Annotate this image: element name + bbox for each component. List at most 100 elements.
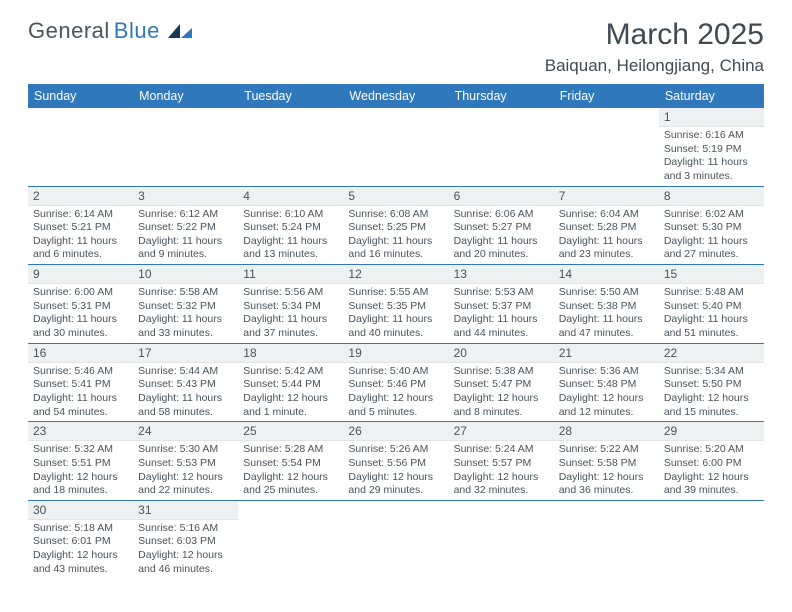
day-number: 12: [343, 265, 448, 284]
calendar-cell: [449, 108, 554, 186]
calendar-cell: 6Sunrise: 6:06 AMSunset: 5:27 PMDaylight…: [449, 186, 554, 265]
calendar-cell: [28, 108, 133, 186]
brand-sail-icon: [166, 22, 194, 40]
calendar-cell: 8Sunrise: 6:02 AMSunset: 5:30 PMDaylight…: [659, 186, 764, 265]
day-number: 30: [28, 501, 133, 520]
day-details: Sunrise: 6:14 AMSunset: 5:21 PMDaylight:…: [28, 206, 133, 265]
calendar-week-row: 9Sunrise: 6:00 AMSunset: 5:31 PMDaylight…: [28, 265, 764, 344]
calendar-cell: 16Sunrise: 5:46 AMSunset: 5:41 PMDayligh…: [28, 343, 133, 422]
calendar-week-row: 30Sunrise: 5:18 AMSunset: 6:01 PMDayligh…: [28, 500, 764, 578]
day-number: 27: [449, 422, 554, 441]
calendar-cell: 13Sunrise: 5:53 AMSunset: 5:37 PMDayligh…: [449, 265, 554, 344]
day-details: Sunrise: 5:58 AMSunset: 5:32 PMDaylight:…: [133, 284, 238, 343]
calendar-cell: 18Sunrise: 5:42 AMSunset: 5:44 PMDayligh…: [238, 343, 343, 422]
calendar-cell: 11Sunrise: 5:56 AMSunset: 5:34 PMDayligh…: [238, 265, 343, 344]
calendar-cell: [449, 500, 554, 578]
day-details: Sunrise: 5:20 AMSunset: 6:00 PMDaylight:…: [659, 441, 764, 500]
calendar-cell: [343, 108, 448, 186]
calendar-cell: 3Sunrise: 6:12 AMSunset: 5:22 PMDaylight…: [133, 186, 238, 265]
calendar-cell: 1Sunrise: 6:16 AMSunset: 5:19 PMDaylight…: [659, 108, 764, 186]
location-label: Baiquan, Heilongjiang, China: [545, 56, 764, 76]
day-details: Sunrise: 5:16 AMSunset: 6:03 PMDaylight:…: [133, 520, 238, 579]
weekday-header: Saturday: [659, 84, 764, 108]
calendar-cell: 14Sunrise: 5:50 AMSunset: 5:38 PMDayligh…: [554, 265, 659, 344]
calendar-cell: 23Sunrise: 5:32 AMSunset: 5:51 PMDayligh…: [28, 422, 133, 501]
calendar-cell: 21Sunrise: 5:36 AMSunset: 5:48 PMDayligh…: [554, 343, 659, 422]
weekday-header-row: Sunday Monday Tuesday Wednesday Thursday…: [28, 84, 764, 108]
day-number: 14: [554, 265, 659, 284]
day-number: 26: [343, 422, 448, 441]
day-details: Sunrise: 6:04 AMSunset: 5:28 PMDaylight:…: [554, 206, 659, 265]
calendar-cell: 24Sunrise: 5:30 AMSunset: 5:53 PMDayligh…: [133, 422, 238, 501]
day-details: Sunrise: 5:44 AMSunset: 5:43 PMDaylight:…: [133, 363, 238, 422]
calendar-cell: 29Sunrise: 5:20 AMSunset: 6:00 PMDayligh…: [659, 422, 764, 501]
day-number: 16: [28, 344, 133, 363]
calendar-cell: [554, 500, 659, 578]
day-number: 22: [659, 344, 764, 363]
day-details: Sunrise: 5:34 AMSunset: 5:50 PMDaylight:…: [659, 363, 764, 422]
calendar-cell: 19Sunrise: 5:40 AMSunset: 5:46 PMDayligh…: [343, 343, 448, 422]
day-number: 28: [554, 422, 659, 441]
header: GeneralBlue March 2025 Baiquan, Heilongj…: [28, 18, 764, 76]
day-details: Sunrise: 6:06 AMSunset: 5:27 PMDaylight:…: [449, 206, 554, 265]
day-details: Sunrise: 5:32 AMSunset: 5:51 PMDaylight:…: [28, 441, 133, 500]
calendar-week-row: 16Sunrise: 5:46 AMSunset: 5:41 PMDayligh…: [28, 343, 764, 422]
day-number: 15: [659, 265, 764, 284]
calendar-cell: [659, 500, 764, 578]
calendar-cell: 12Sunrise: 5:55 AMSunset: 5:35 PMDayligh…: [343, 265, 448, 344]
calendar-cell: 20Sunrise: 5:38 AMSunset: 5:47 PMDayligh…: [449, 343, 554, 422]
weekday-header: Friday: [554, 84, 659, 108]
day-number: 9: [28, 265, 133, 284]
day-details: Sunrise: 5:40 AMSunset: 5:46 PMDaylight:…: [343, 363, 448, 422]
day-details: Sunrise: 6:02 AMSunset: 5:30 PMDaylight:…: [659, 206, 764, 265]
day-details: Sunrise: 5:50 AMSunset: 5:38 PMDaylight:…: [554, 284, 659, 343]
day-details: Sunrise: 5:22 AMSunset: 5:58 PMDaylight:…: [554, 441, 659, 500]
day-number: 6: [449, 187, 554, 206]
calendar-cell: [133, 108, 238, 186]
calendar-cell: 26Sunrise: 5:26 AMSunset: 5:56 PMDayligh…: [343, 422, 448, 501]
day-number: 3: [133, 187, 238, 206]
day-details: Sunrise: 5:36 AMSunset: 5:48 PMDaylight:…: [554, 363, 659, 422]
weekday-header: Thursday: [449, 84, 554, 108]
weekday-header: Monday: [133, 84, 238, 108]
day-details: Sunrise: 5:53 AMSunset: 5:37 PMDaylight:…: [449, 284, 554, 343]
month-title: March 2025: [545, 18, 764, 52]
day-number: 18: [238, 344, 343, 363]
day-number: 7: [554, 187, 659, 206]
day-number: 1: [659, 108, 764, 127]
day-number: 21: [554, 344, 659, 363]
calendar-cell: 4Sunrise: 6:10 AMSunset: 5:24 PMDaylight…: [238, 186, 343, 265]
day-number: 10: [133, 265, 238, 284]
calendar-cell: [238, 108, 343, 186]
day-number: 25: [238, 422, 343, 441]
day-number: 31: [133, 501, 238, 520]
day-details: Sunrise: 5:55 AMSunset: 5:35 PMDaylight:…: [343, 284, 448, 343]
day-details: Sunrise: 5:38 AMSunset: 5:47 PMDaylight:…: [449, 363, 554, 422]
day-number: 23: [28, 422, 133, 441]
brand-logo: GeneralBlue: [28, 18, 194, 44]
calendar-cell: 17Sunrise: 5:44 AMSunset: 5:43 PMDayligh…: [133, 343, 238, 422]
day-details: Sunrise: 6:16 AMSunset: 5:19 PMDaylight:…: [659, 127, 764, 186]
day-details: Sunrise: 5:18 AMSunset: 6:01 PMDaylight:…: [28, 520, 133, 579]
day-number: 5: [343, 187, 448, 206]
day-details: Sunrise: 6:12 AMSunset: 5:22 PMDaylight:…: [133, 206, 238, 265]
day-number: 11: [238, 265, 343, 284]
day-number: 2: [28, 187, 133, 206]
weekday-header: Sunday: [28, 84, 133, 108]
day-details: Sunrise: 6:08 AMSunset: 5:25 PMDaylight:…: [343, 206, 448, 265]
day-details: Sunrise: 5:56 AMSunset: 5:34 PMDaylight:…: [238, 284, 343, 343]
calendar-cell: 9Sunrise: 6:00 AMSunset: 5:31 PMDaylight…: [28, 265, 133, 344]
day-number: 20: [449, 344, 554, 363]
calendar-cell: 27Sunrise: 5:24 AMSunset: 5:57 PMDayligh…: [449, 422, 554, 501]
calendar-cell: [238, 500, 343, 578]
calendar-table: Sunday Monday Tuesday Wednesday Thursday…: [28, 84, 764, 578]
calendar-week-row: 1Sunrise: 6:16 AMSunset: 5:19 PMDaylight…: [28, 108, 764, 186]
calendar-cell: 15Sunrise: 5:48 AMSunset: 5:40 PMDayligh…: [659, 265, 764, 344]
day-number: 8: [659, 187, 764, 206]
calendar-cell: 30Sunrise: 5:18 AMSunset: 6:01 PMDayligh…: [28, 500, 133, 578]
calendar-cell: 5Sunrise: 6:08 AMSunset: 5:25 PMDaylight…: [343, 186, 448, 265]
calendar-cell: 25Sunrise: 5:28 AMSunset: 5:54 PMDayligh…: [238, 422, 343, 501]
day-details: Sunrise: 5:28 AMSunset: 5:54 PMDaylight:…: [238, 441, 343, 500]
calendar-week-row: 23Sunrise: 5:32 AMSunset: 5:51 PMDayligh…: [28, 422, 764, 501]
brand-part2: Blue: [114, 18, 160, 44]
